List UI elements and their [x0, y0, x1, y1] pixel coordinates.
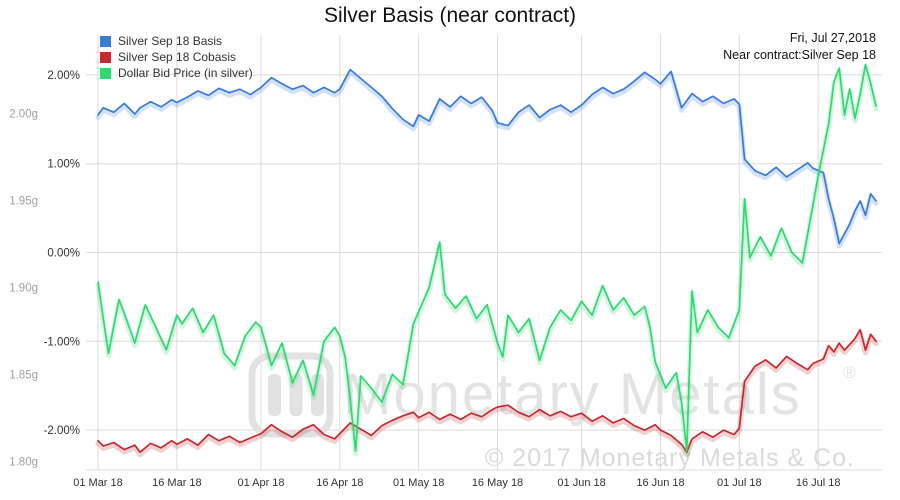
- legend-swatch-cobasis: [100, 51, 111, 63]
- legend-item-dollar-bid-price: Dollar Bid Price (in silver): [100, 66, 253, 80]
- watermark: Monetary Metals ® © 2017 Monetary Metals…: [248, 352, 856, 472]
- y-axis-percent-tick-label: 2.00%: [47, 70, 80, 82]
- y-axis-grams-tick-label: 1.90g: [9, 282, 38, 294]
- legend-swatch-dollar-bid-price: [100, 67, 111, 79]
- chart-date: Fri, Jul 27,2018: [789, 31, 876, 45]
- monetary-metals-logo-bar: [311, 374, 324, 416]
- legend-swatch-basis: [100, 35, 111, 47]
- grid-layer: [86, 35, 882, 471]
- x-axis-tick-label: 16 Apr 18: [316, 477, 363, 489]
- legend-item-cobasis: Silver Sep 18 Cobasis: [100, 50, 253, 64]
- y-axis-grams-tick-label: 2.00g: [9, 108, 38, 120]
- monetary-metals-logo-bar: [289, 374, 303, 416]
- chart-contract: Near contract:Silver Sep 18: [723, 47, 876, 62]
- watermark-registered-mark: ®: [843, 363, 856, 382]
- x-axis-tick-label: 16 Jun 18: [636, 477, 684, 489]
- legend-label-dollar-bid-price: Dollar Bid Price (in silver): [118, 66, 253, 80]
- x-axis-tick-label: 16 Jul 18: [796, 477, 841, 489]
- chart-legend: Silver Sep 18 Basis Silver Sep 18 Cobasi…: [100, 34, 253, 82]
- y-axis-percent-tick-label: 1.00%: [47, 159, 80, 171]
- x-axis-tick-label: 01 Jun 18: [557, 477, 605, 489]
- monetary-metals-logo-icon: [248, 352, 334, 438]
- axis-layer: 2.00% 1.00% 0.00% -1.00% -2.00% 2.00g 1.95g 1.9…: [9, 70, 840, 489]
- x-axis-tick-label: 01 Apr 18: [237, 477, 284, 489]
- legend-label-basis: Silver Sep 18 Basis: [118, 34, 223, 48]
- y-axis-percent-tick-label: -2.00%: [44, 425, 80, 437]
- x-axis-tick-label: 01 Jul 18: [717, 477, 762, 489]
- y-axis-percent-tick-label: 0.00%: [47, 248, 80, 260]
- series-line-2: [97, 63, 877, 452]
- y-axis-grams-tick-label: 1.95g: [9, 195, 38, 207]
- y-axis-grams-tick-label: 1.85g: [9, 369, 38, 381]
- y-axis-percent-tick-label: -1.00%: [44, 336, 80, 348]
- series-line-1: [97, 328, 877, 454]
- series-line-glow-0: [95, 69, 879, 249]
- series-layer: [95, 63, 879, 458]
- x-axis-tick-label: 16 May 18: [472, 477, 523, 489]
- watermark-copyright: © 2017 Monetary Metals & Co.: [485, 444, 855, 472]
- legend-label-cobasis: Silver Sep 18 Cobasis: [118, 50, 237, 64]
- chart-title: Silver Basis (near contract): [323, 4, 577, 27]
- x-axis-tick-label: 16 Mar 18: [152, 477, 202, 489]
- legend-item-basis: Silver Sep 18 Basis: [100, 34, 253, 48]
- chart-header-info: Fri, Jul 27,2018 Near contract:Silver Se…: [723, 30, 876, 64]
- y-axis-grams-tick-label: 1.80g: [9, 456, 38, 468]
- x-axis-tick-label: 01 Mar 18: [73, 477, 123, 489]
- monetary-metals-logo-bar: [268, 374, 281, 416]
- series-line-0: [97, 68, 877, 245]
- x-axis-tick-label: 01 May 18: [393, 477, 444, 489]
- series-line-glow-1: [95, 329, 879, 458]
